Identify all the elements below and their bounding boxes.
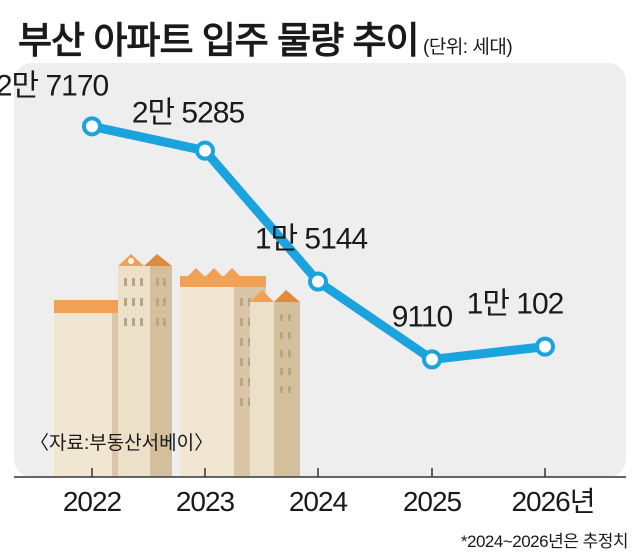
x-tick-label: 2026년 bbox=[511, 486, 594, 517]
title-row: 부산 아파트 입주 물량 추이 (단위: 세대) bbox=[18, 10, 513, 64]
data-label: 9110 bbox=[392, 300, 453, 333]
data-point bbox=[535, 336, 555, 357]
data-point bbox=[82, 116, 102, 137]
data-label: 1만 102 bbox=[467, 288, 564, 321]
footnote: *2024~2026년은 추정치 bbox=[460, 532, 629, 551]
apartment-illustration bbox=[54, 254, 300, 476]
x-tick-label: 2023 bbox=[176, 486, 235, 517]
data-point bbox=[422, 349, 442, 370]
data-point bbox=[195, 140, 215, 161]
building-2 bbox=[118, 254, 172, 476]
x-tick-label: 2024 bbox=[289, 486, 348, 517]
x-tick-label: 2022 bbox=[63, 486, 122, 517]
x-tick-label: 2025 bbox=[403, 486, 462, 517]
data-label: 2만 5285 bbox=[132, 97, 245, 130]
data-label: 2만 7170 bbox=[0, 69, 108, 102]
data-point bbox=[308, 271, 328, 292]
plot-layer: 2만 7170 2만 5285 1만 5144 9110 1만 102 2022 2023 2… bbox=[0, 69, 596, 517]
chart-title: 부산 아파트 입주 물량 추이 bbox=[18, 20, 420, 61]
unit-note: (단위: 세대) bbox=[423, 37, 513, 58]
building-4 bbox=[250, 290, 300, 476]
source-note: 〈자료:부동산서베이〉 bbox=[30, 432, 213, 454]
data-label: 1만 5144 bbox=[255, 223, 368, 256]
